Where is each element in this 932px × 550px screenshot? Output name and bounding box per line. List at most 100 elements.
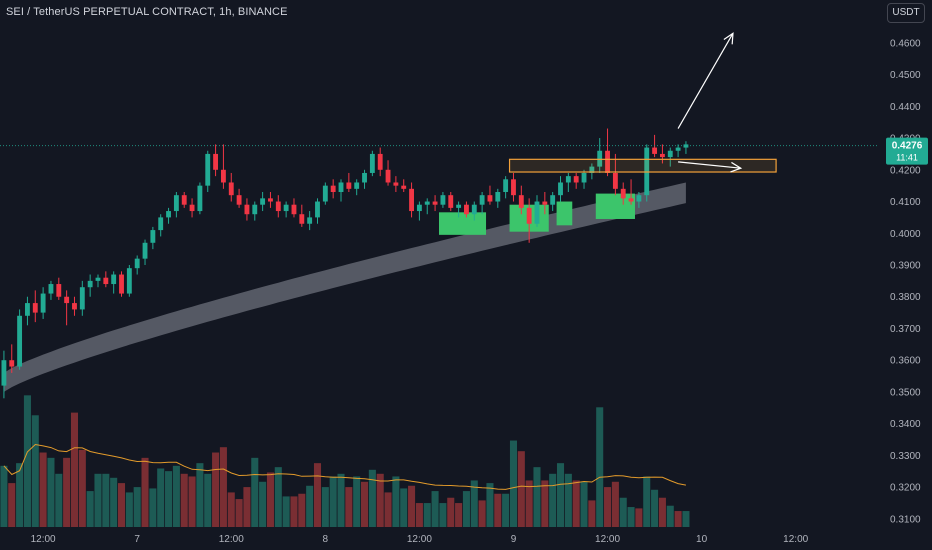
candle-body	[142, 242, 148, 259]
candle-body	[518, 195, 524, 208]
candle-body	[87, 280, 93, 288]
volume-bar	[486, 483, 494, 527]
highlight-box	[595, 193, 635, 219]
volume-bar	[643, 476, 651, 527]
volume-bar	[188, 476, 196, 527]
volume-bar	[360, 481, 369, 527]
y-tick-label: 0.3400	[890, 419, 921, 430]
volume-bar	[0, 465, 8, 527]
candle-body	[471, 204, 477, 215]
candle-body	[369, 153, 375, 173]
volume-bar	[651, 489, 659, 527]
volume-ma-line	[3, 443, 686, 490]
candle-body	[268, 198, 273, 202]
candle-body	[354, 182, 360, 189]
candle-body	[244, 204, 250, 215]
candle-body	[589, 166, 595, 173]
candle-body	[644, 147, 650, 196]
volume-bar	[447, 497, 455, 527]
y-axis[interactable]: 0.3100 0.3200 0.3300 0.3400 0.3500 0.3600 0.37…	[890, 38, 921, 525]
candle-body	[228, 182, 234, 196]
volume-bar	[141, 457, 149, 527]
candle-body	[283, 204, 289, 212]
candle-body	[181, 195, 187, 205]
volume-bar	[133, 487, 141, 527]
volume-bar	[502, 493, 510, 527]
candle-body	[424, 201, 430, 205]
volume-bar	[439, 503, 447, 527]
volume-bar	[157, 468, 165, 527]
candle-body	[503, 179, 509, 193]
volume-bar	[470, 480, 478, 527]
candle-body	[32, 303, 38, 313]
candle-body	[659, 153, 665, 158]
volume-bar	[674, 511, 682, 527]
candle-body	[150, 230, 156, 243]
volume-bar	[204, 473, 212, 527]
candle-body	[409, 188, 414, 212]
candle-body	[166, 211, 171, 218]
ema-band-area	[3, 182, 686, 392]
y-tick-label: 0.3700	[890, 324, 921, 335]
volume-bar	[400, 488, 408, 527]
volume-bar	[78, 449, 86, 527]
volume-bar	[47, 457, 55, 527]
volume-bar	[345, 487, 353, 527]
candle-body	[173, 195, 179, 212]
candle-body	[416, 204, 422, 212]
candle-body	[377, 153, 383, 170]
candlesticks	[1, 128, 689, 399]
volume-bar	[431, 491, 439, 527]
volume-bar	[251, 457, 259, 527]
candle-body	[315, 201, 320, 218]
volume-bar	[149, 488, 157, 527]
candle-body	[550, 195, 556, 205]
candle-body	[111, 274, 117, 285]
x-axis[interactable]: 12:00 7 12:00 8 12:00 9 12:00 10 12:00	[31, 534, 809, 545]
volume-bar	[478, 500, 486, 527]
y-tick-label: 0.3600	[890, 356, 921, 367]
volume-bar	[212, 452, 220, 527]
candle-body	[573, 176, 579, 183]
volume-bar	[313, 463, 322, 527]
candle-body	[542, 201, 548, 205]
candle-body	[299, 214, 305, 224]
candle-body	[534, 201, 540, 224]
volume-histogram	[0, 395, 690, 527]
volume-bar	[55, 473, 63, 527]
x-tick-label: 12:00	[407, 534, 432, 545]
highlight-box	[556, 201, 573, 226]
y-tick-label: 0.4600	[890, 38, 921, 49]
candle-body	[667, 150, 673, 158]
volume-bar	[611, 481, 619, 527]
candle-body	[236, 195, 242, 205]
volume-bar	[619, 497, 627, 527]
candle-body	[432, 201, 438, 205]
y-tick-label: 0.3800	[890, 292, 921, 303]
volume-bar	[235, 499, 243, 527]
volume-bar	[196, 463, 204, 527]
volume-bar	[525, 480, 533, 527]
candle-body	[448, 195, 454, 208]
volume-bar	[462, 491, 470, 527]
candle-body	[126, 268, 132, 294]
volume-bar	[31, 415, 39, 527]
volume-bar	[266, 472, 274, 527]
candle-body	[362, 172, 367, 183]
y-tick-label: 0.4200	[890, 165, 921, 176]
volume-bar	[556, 463, 565, 527]
x-tick-label: 12:00	[595, 534, 620, 545]
candle-body	[330, 185, 336, 193]
candle-body	[213, 153, 219, 170]
candle-body	[95, 277, 101, 281]
volume-bar	[298, 493, 306, 527]
candle-body	[526, 207, 532, 224]
volume-bar	[455, 503, 463, 527]
candle-body	[346, 182, 352, 189]
candle-body	[440, 195, 446, 205]
volume-bar	[227, 492, 235, 527]
volume-bar	[541, 480, 549, 527]
currency-button[interactable]: USDT	[887, 3, 925, 23]
